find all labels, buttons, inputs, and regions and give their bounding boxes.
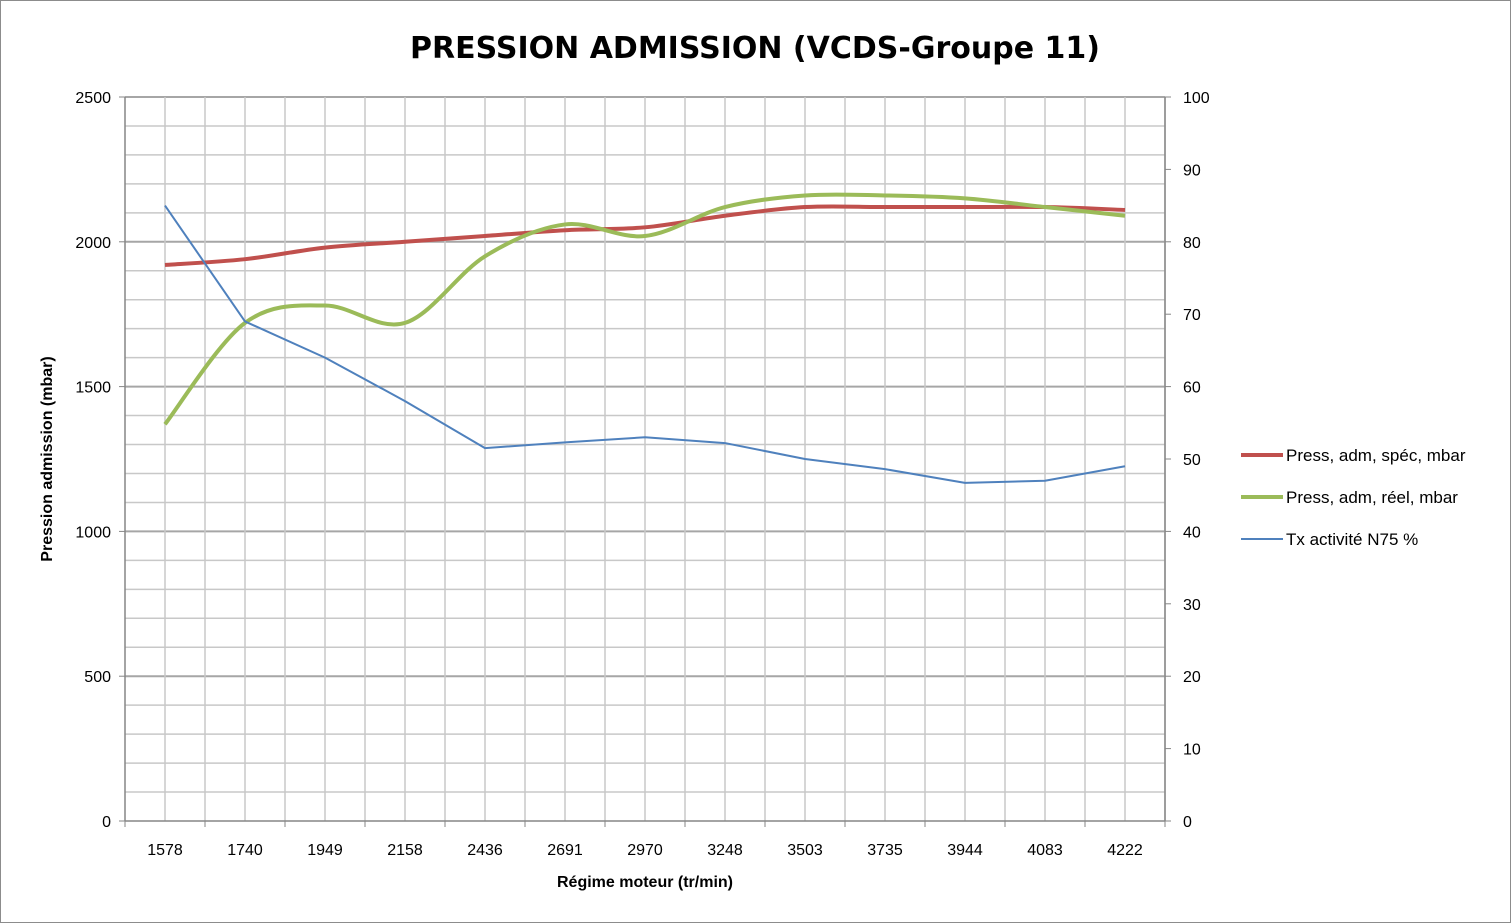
x-tick-label: 4222 [1107,842,1143,859]
y2-tick-label: 20 [1183,669,1201,686]
x-tick-label: 2970 [627,842,663,859]
x-tick-label: 2158 [387,842,423,859]
y2-tick-label: 10 [1183,742,1201,759]
y2-tick-label: 40 [1183,524,1201,541]
y-tick-label: 2000 [75,235,111,252]
y2-tick-label: 60 [1183,380,1201,397]
chart-title: PRESSION ADMISSION (VCDS-Groupe 11) [410,31,1100,66]
y-tick-label: 0 [102,814,111,831]
y-tick-label: 1500 [75,380,111,397]
grid [125,96,1166,821]
x-tick-label: 1578 [147,842,183,859]
legend-label: Press, adm, réel, mbar [1286,488,1458,507]
y2-tick-label: 0 [1183,814,1192,831]
x-tick-label: 2436 [467,842,503,859]
y-tick-label: 2500 [75,90,111,107]
x-tick-label: 2691 [547,842,583,859]
y2-tick-label: 80 [1183,235,1201,252]
legend-label: Tx activité N75 % [1286,530,1418,549]
y2-tick-label: 90 [1183,162,1201,179]
x-tick-label: 3735 [867,842,903,859]
series-line-2 [163,192,1126,426]
y-tick-label: 500 [84,669,111,686]
y-tick-label: 1000 [75,524,111,541]
x-tick-label: 3944 [947,842,983,859]
y2-tick-label: 50 [1183,452,1201,469]
x-tick-label: 4083 [1027,842,1063,859]
y-axis-label: Pression admission (mbar) [39,356,56,561]
y2-tick-label: 70 [1183,307,1201,324]
axes: 0 500 1000 1500 2000 2500 0 10 20 30 40 50 60 70 80 90 1… [75,90,1209,859]
legend: Press, adm, spéc, mbar Press, adm, réel, … [1241,446,1466,549]
y2-tick-label: 100 [1183,90,1210,107]
series-group [163,192,1126,484]
legend-label: Press, adm, spéc, mbar [1286,446,1466,465]
y2-tick-label: 30 [1183,597,1201,614]
x-tick-label: 1740 [227,842,263,859]
x-tick-label: 1949 [307,842,343,859]
x-axis-label: Régime moteur (tr/min) [557,874,733,891]
x-tick-label: 3503 [787,842,823,859]
x-tick-label: 3248 [707,842,743,859]
